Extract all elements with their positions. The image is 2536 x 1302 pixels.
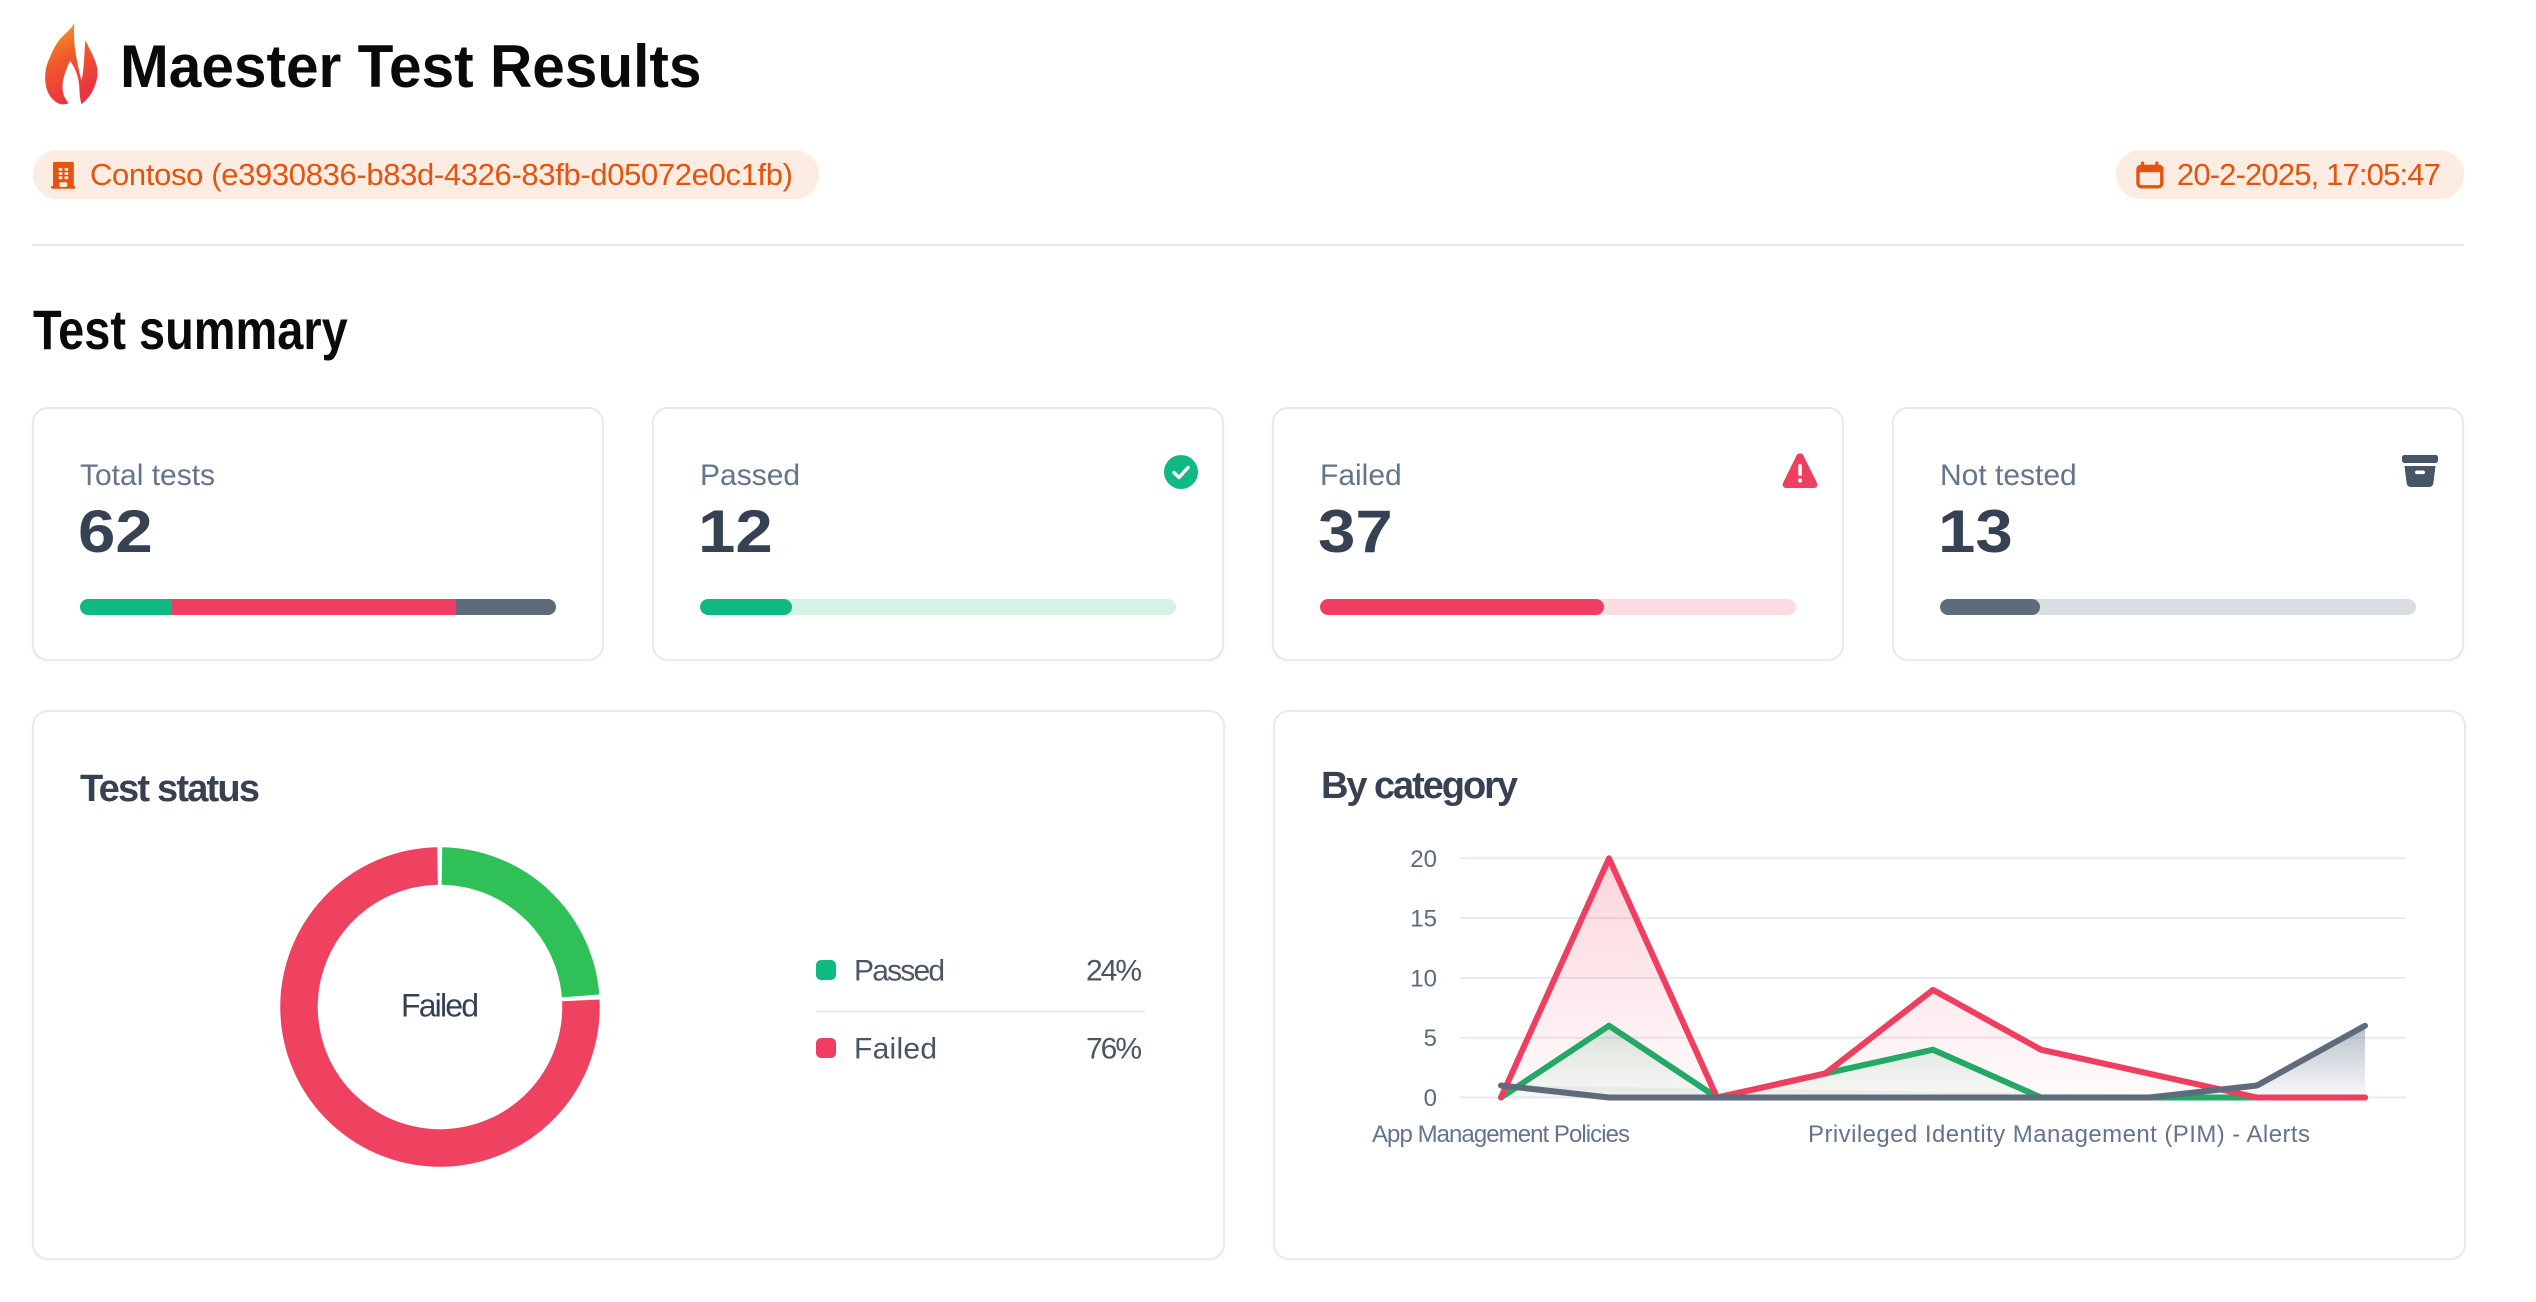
svg-text:24%: 24%: [1086, 955, 1142, 988]
svg-text:Test status: Test status: [80, 768, 260, 810]
svg-text:Failed: Failed: [854, 1033, 937, 1066]
svg-text:Failed: Failed: [401, 988, 479, 1024]
svg-text:76%: 76%: [1086, 1033, 1142, 1066]
svg-text:5: 5: [1424, 1025, 1437, 1052]
svg-text:20: 20: [1410, 846, 1437, 873]
svg-text:By category: By category: [1321, 765, 1518, 807]
svg-text:0: 0: [1424, 1085, 1437, 1112]
svg-text:Passed: Passed: [854, 955, 945, 988]
svg-text:10: 10: [1410, 965, 1437, 992]
svg-text:15: 15: [1410, 906, 1437, 933]
svg-text:App Management Policies: App Management Policies: [1372, 1121, 1630, 1148]
svg-text:Privileged Identity Management: Privileged Identity Management (PIM) - A…: [1808, 1121, 2310, 1148]
